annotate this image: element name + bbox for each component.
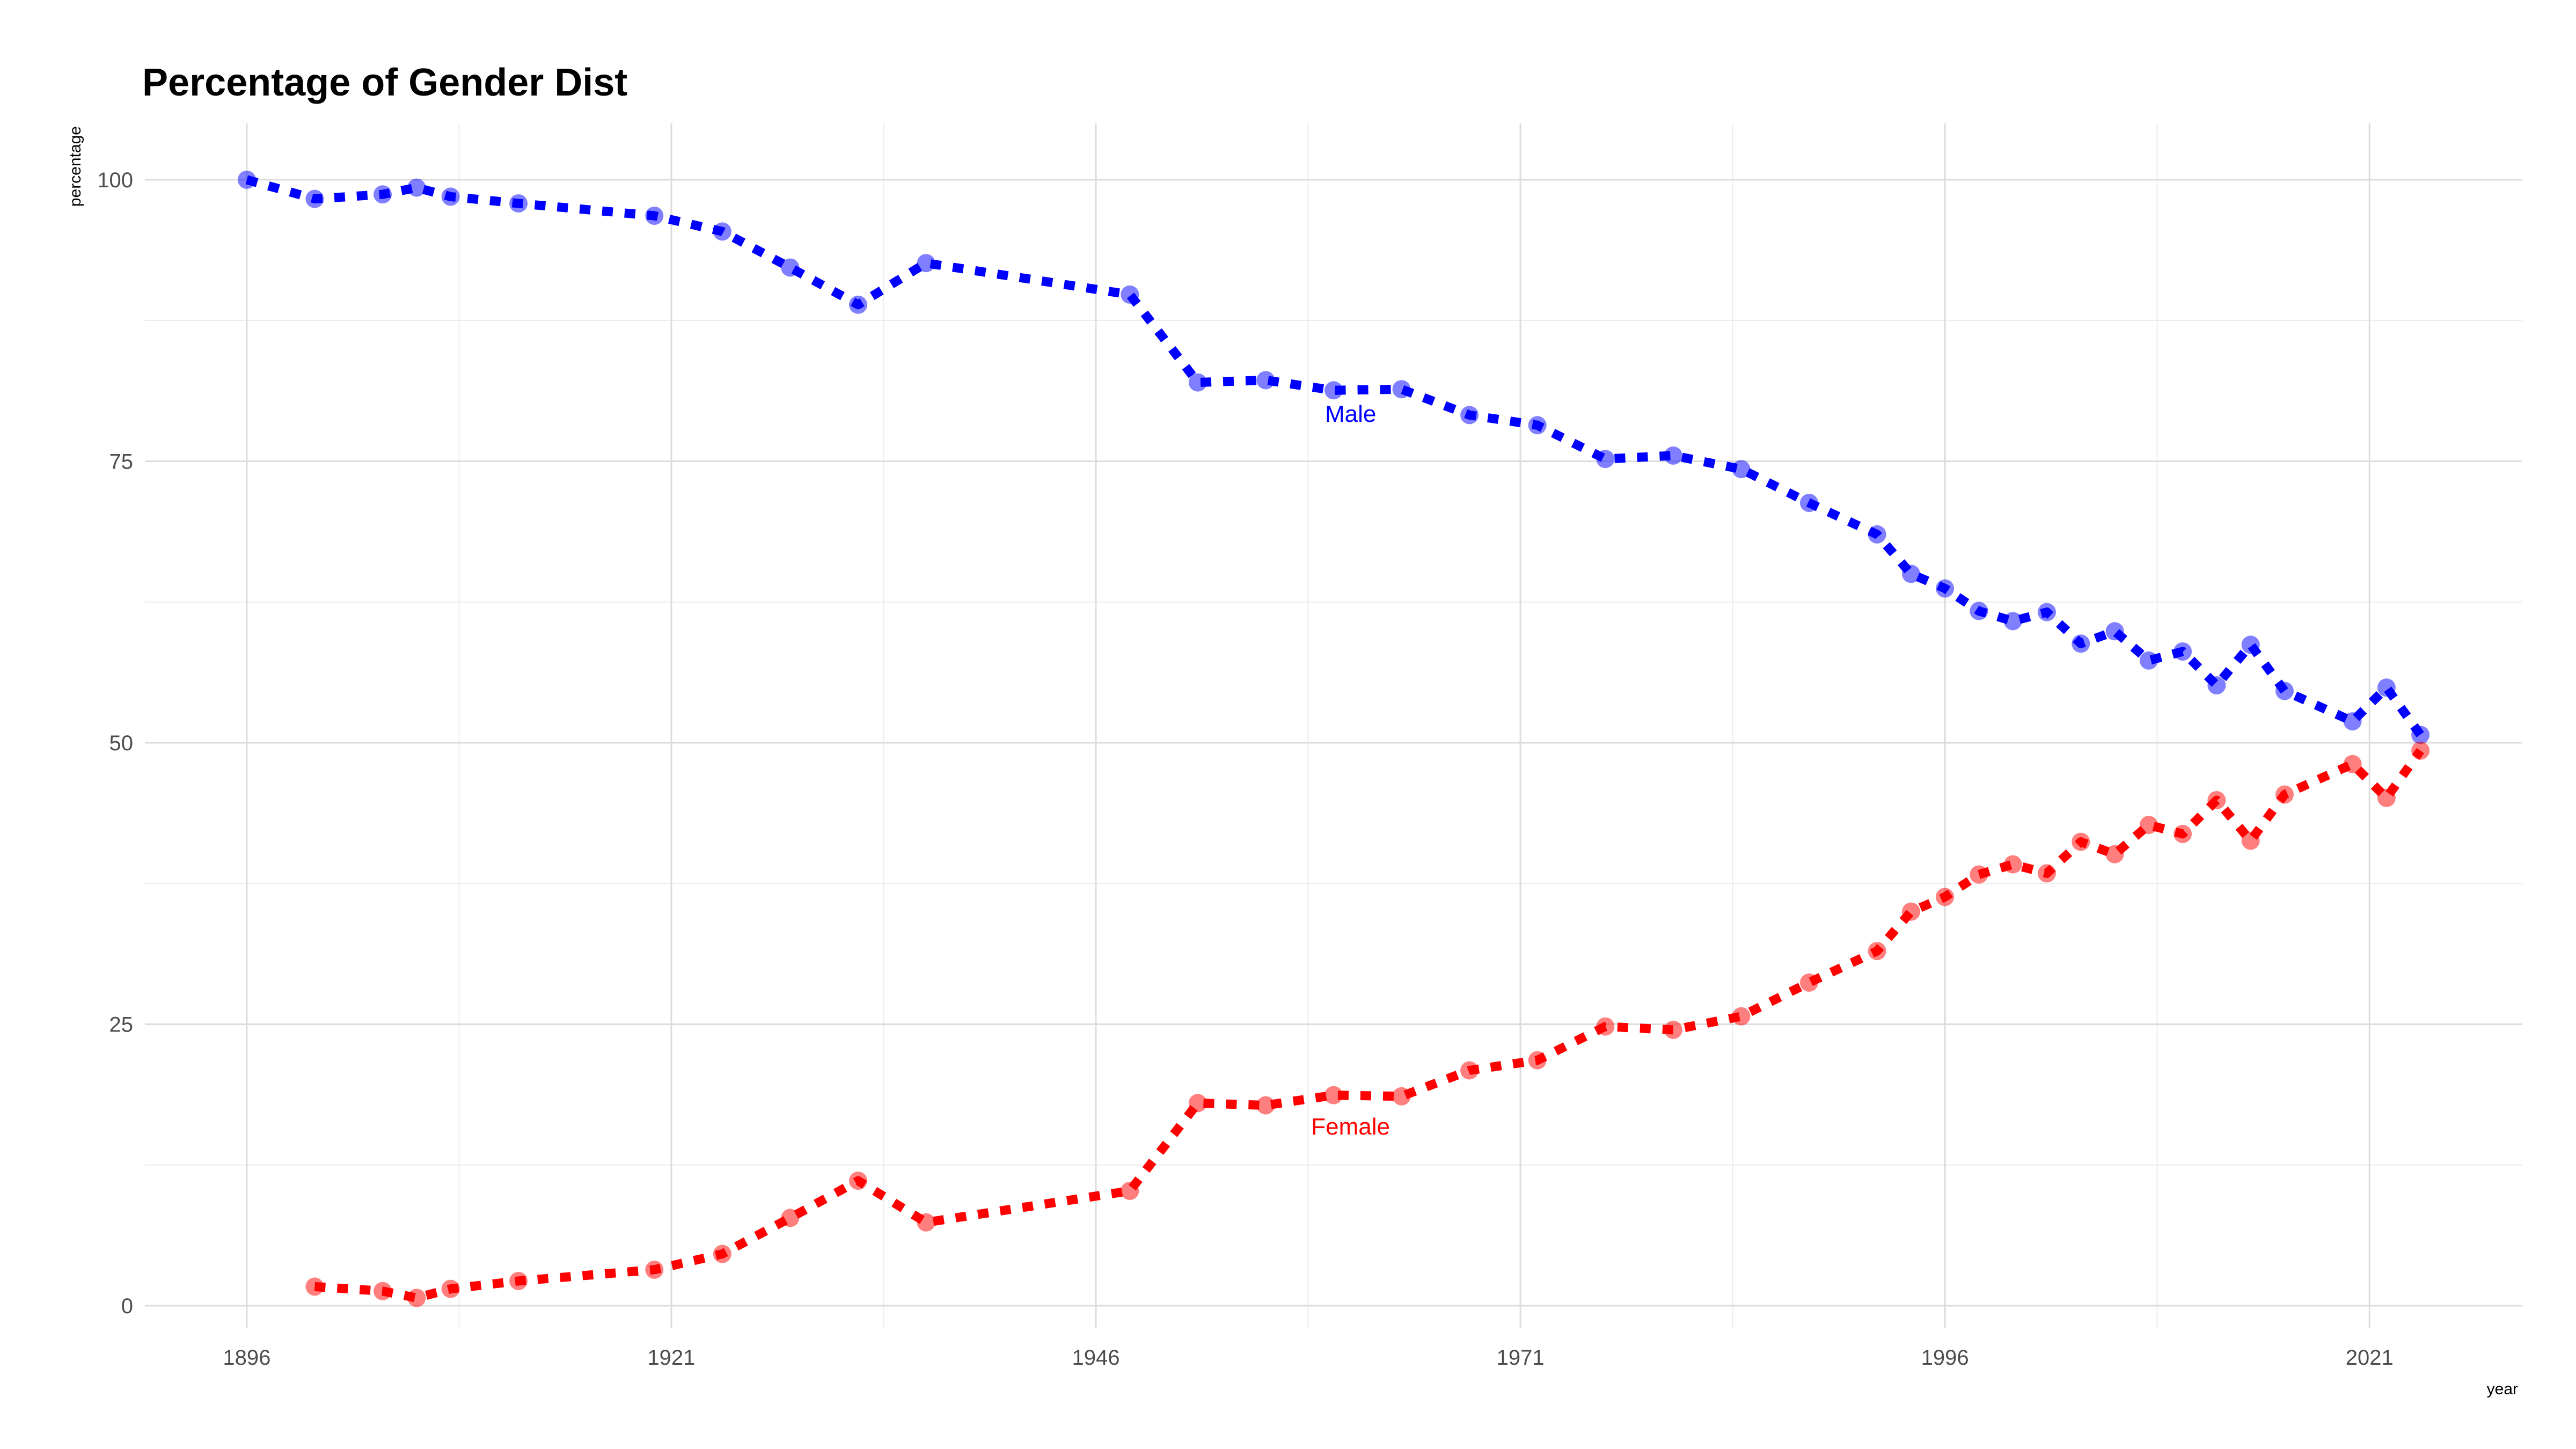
male-point [305,189,324,208]
tick-labels: 0 25 50 75 100 1896 1921 1946 1971 1996 2021 [97,169,2393,1370]
male-point [1970,602,1988,620]
male-point [2343,712,2362,731]
male-point [1596,450,1615,469]
female-point [1324,1086,1343,1104]
female-point [849,1172,867,1190]
male-point [781,258,800,277]
x-tick-label: 1921 [647,1346,695,1370]
male-point [2207,676,2226,694]
female-point [407,1289,426,1307]
male-point [1392,380,1411,399]
y-tick-label: 50 [109,731,134,755]
male-point [1732,460,1751,479]
female-point [305,1277,324,1296]
female-point [1528,1051,1547,1070]
female-point [917,1213,935,1232]
male-series-label: Male [1325,401,1376,427]
male-point [849,295,867,314]
male-point [1528,416,1547,435]
male-point [2003,612,2022,631]
female-series: Female [305,741,2430,1307]
female-point [1664,1021,1682,1039]
x-tick-label: 1971 [1497,1346,1545,1370]
female-point [2038,864,2056,883]
female-point [2207,791,2226,809]
female-point [1392,1087,1411,1106]
chart-title: Percentage of Gender Dist [142,61,627,104]
male-point [2139,651,2158,670]
y-tick-label: 100 [97,169,133,192]
female-point [1901,902,1920,921]
male-point [2377,678,2396,697]
y-tick-label: 75 [109,450,134,473]
female-point [1800,973,1818,992]
female-point [1596,1017,1615,1036]
female-point [1460,1061,1479,1080]
male-point [645,207,664,225]
male-series: Male [237,170,2430,744]
male-point [2411,726,2430,744]
female-point [713,1245,731,1263]
male-point [1324,381,1343,400]
female-point [2377,788,2396,807]
female-point [1868,942,1886,961]
female-point [2003,855,2022,874]
female-point [2343,755,2362,773]
male-point [1868,525,1886,544]
male-point [1936,579,1955,598]
female-point [2241,831,2260,850]
male-point [2038,603,2056,621]
female-point [1936,888,1955,906]
x-tick-label: 1946 [1072,1346,1120,1370]
x-tick-label: 1896 [223,1346,270,1370]
male-point [917,254,935,273]
female-point [645,1260,664,1279]
male-point [1901,565,1920,583]
female-point [2072,832,2090,851]
female-point [1121,1182,1139,1200]
female-series-label: Female [1311,1114,1390,1140]
male-point [1664,446,1682,465]
female-point [1256,1096,1275,1115]
female-point [2139,816,2158,835]
x-tick-label: 1996 [1921,1346,1969,1370]
female-point [781,1209,800,1227]
y-tick-label: 0 [121,1294,133,1318]
male-point [2174,642,2192,661]
female-point [374,1282,392,1300]
female-point [441,1279,460,1298]
male-point [407,178,426,197]
male-point [2241,635,2260,654]
female-point [2174,824,2192,843]
y-tick-label: 25 [109,1013,134,1037]
male-point [1800,494,1818,513]
y-axis-label: percentage [67,126,84,207]
female-point [1970,865,1988,884]
male-point [713,222,731,241]
male-point [1188,373,1207,392]
male-point [441,187,460,206]
male-point [374,185,392,204]
female-point [1732,1007,1751,1026]
male-point [1460,406,1479,425]
male-point [2072,634,2090,653]
male-point [237,170,256,189]
female-point [2411,741,2430,760]
gridlines [145,123,2522,1328]
male-point [2275,682,2294,700]
male-point [509,194,528,213]
series-layer: Male Female [237,170,2430,1307]
x-tick-label: 2021 [2346,1346,2394,1370]
female-point [509,1271,528,1290]
male-point [1121,285,1139,304]
female-point [2105,845,2124,863]
male-point [1256,371,1275,390]
male-line [245,175,2425,738]
female-point [2275,785,2294,804]
x-axis-label: year [2487,1380,2518,1398]
male-point [2105,622,2124,641]
female-point [1188,1094,1207,1113]
